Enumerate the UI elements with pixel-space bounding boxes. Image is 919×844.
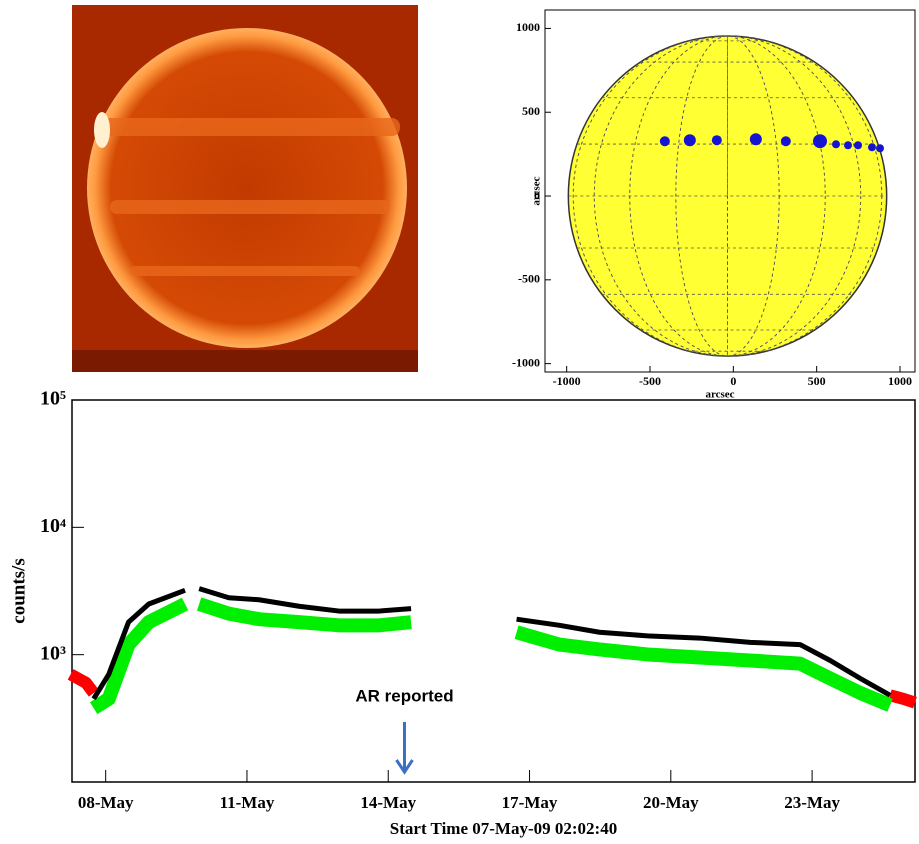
x-tick-label: 11-May [220, 793, 275, 812]
series-line [198, 586, 412, 614]
line-panel: 10³ 10⁴ 10⁵ 08-May 11-May 14-May 17-May 20-May 2… [8, 388, 917, 838]
point [832, 140, 840, 149]
point [854, 141, 862, 150]
series-line [67, 669, 99, 697]
point [780, 136, 791, 147]
x-tick-label: 20-May [643, 793, 699, 812]
sun-image [72, 5, 418, 372]
point [813, 134, 827, 149]
scatter-panel: -1000 -500 0 500 1000 -1000 -500 0 500 1000 arcsec… [512, 9, 916, 401]
series-line [91, 588, 186, 701]
x-tick-label: 14-May [360, 793, 416, 812]
point [749, 133, 762, 146]
point [844, 141, 852, 150]
y-tick-label: -500 [518, 272, 540, 286]
meridian [572, 35, 883, 357]
x-tick-label: 0 [730, 374, 736, 388]
x-axis-label: Start Time 07-May-09 02:02:40 [390, 819, 617, 838]
series-line [514, 625, 893, 712]
annotation-arrow [395, 722, 414, 775]
point [876, 144, 884, 153]
meridian [675, 35, 780, 357]
plot-frame [544, 9, 916, 373]
series-line [516, 616, 892, 698]
point [659, 136, 670, 147]
series-line [196, 597, 412, 633]
series-line [888, 689, 917, 709]
x-tick-label: 23-May [784, 793, 840, 812]
x-axis-label: arcsec [705, 389, 734, 401]
point [711, 135, 722, 146]
series-line [89, 597, 189, 715]
plot-frame [71, 399, 916, 783]
x-tick-label: -1000 [553, 374, 581, 388]
point [683, 134, 696, 147]
x-tick-label: 500 [808, 374, 826, 388]
y-axis-label: counts/s [8, 558, 29, 623]
y-tick-label: 0 [534, 188, 540, 202]
x-tick-label: -500 [639, 374, 661, 388]
x-tick-label: 08-May [78, 793, 134, 812]
x-tick-label: 17-May [502, 793, 558, 812]
y-tick-label: 10⁴ [40, 515, 66, 537]
y-tick-label: 10⁵ [40, 388, 66, 410]
y-tick-label: 1000 [516, 20, 540, 34]
y-tick-label: 500 [522, 104, 540, 118]
y-tick-label: -1000 [512, 355, 540, 369]
annotation: AR reported [355, 686, 453, 705]
y-tick-label: 10³ [40, 642, 66, 664]
y-axis-label: arcsec [531, 176, 543, 205]
point [868, 143, 876, 152]
x-tick-label: 1000 [888, 374, 912, 388]
